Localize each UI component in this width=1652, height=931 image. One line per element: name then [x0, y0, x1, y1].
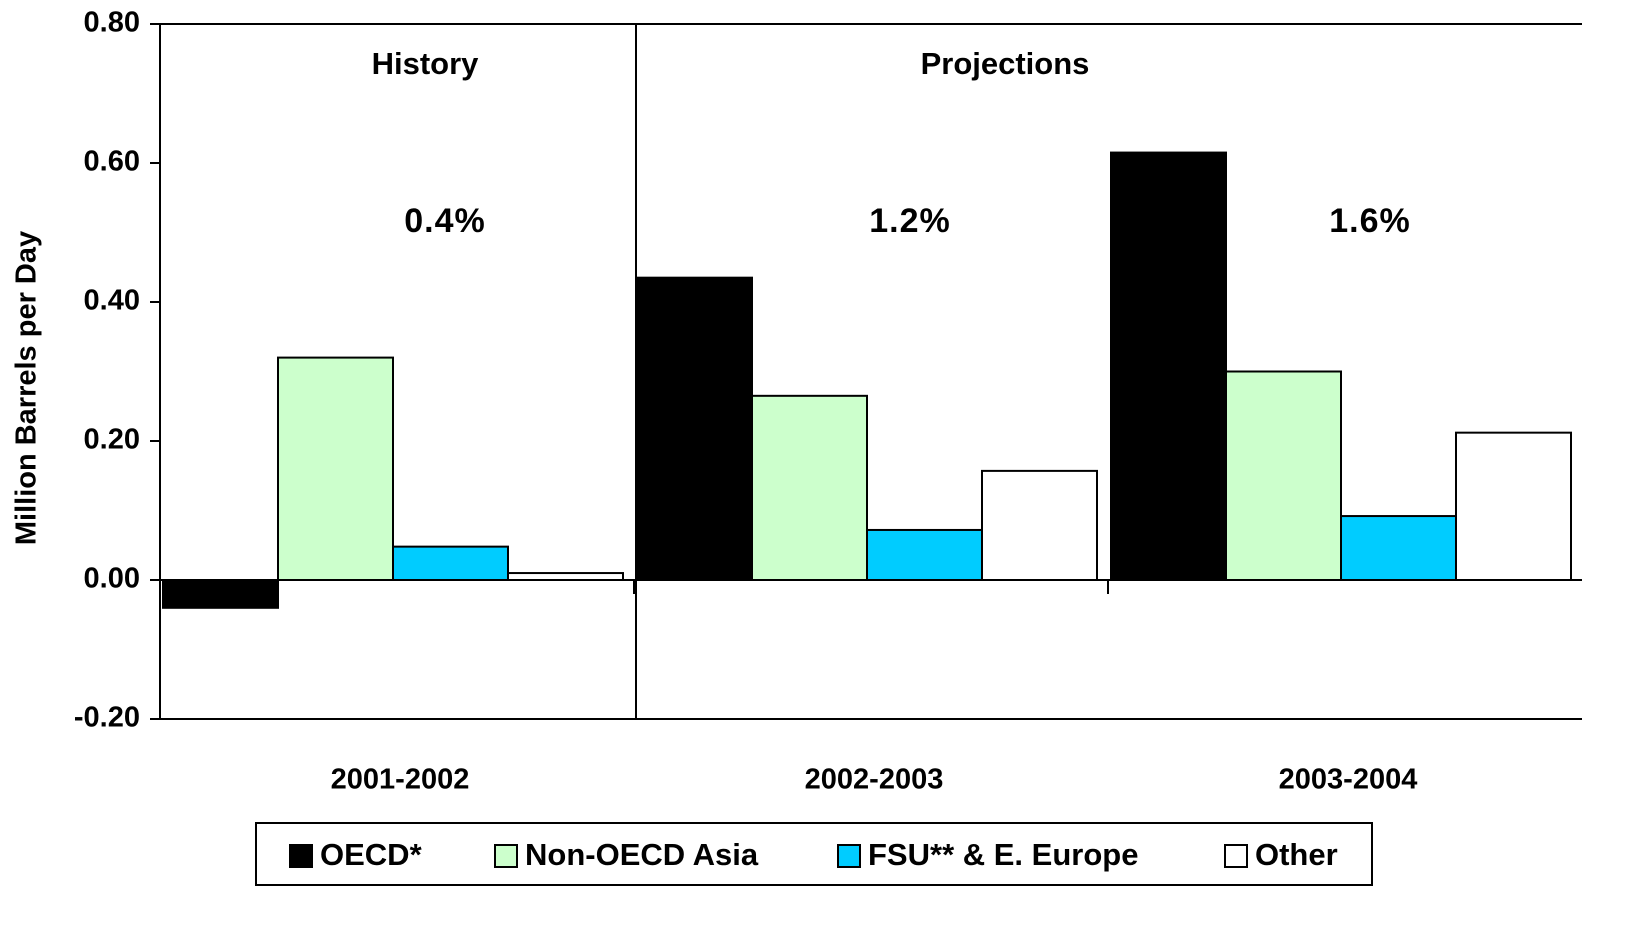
y-tick-label: 0.80: [84, 7, 140, 39]
x-tick-label: 2003-2004: [1279, 764, 1418, 796]
legend-label: OECD*: [320, 837, 423, 872]
bar: [866, 528, 983, 582]
legend-swatch: [289, 844, 313, 868]
group-annotation: 0.4%: [404, 202, 486, 240]
bar: [1340, 515, 1457, 581]
bar: [1455, 431, 1572, 581]
y-tick-label: 0.20: [84, 424, 140, 456]
section-label: Projections: [921, 46, 1090, 81]
bar: [1110, 151, 1227, 581]
y-tick-label: 0.40: [84, 285, 140, 317]
legend-swatch: [1224, 844, 1248, 868]
legend-label: Non-OECD Asia: [525, 837, 759, 872]
group-annotation: 1.2%: [869, 202, 951, 240]
legend-label: FSU** & E. Europe: [868, 837, 1138, 872]
bar: [751, 394, 868, 582]
legend-box: [255, 822, 1373, 886]
legend-label: Other: [1255, 837, 1338, 872]
bar: [162, 579, 279, 609]
y-axis-label: Million Barrels per Day: [11, 231, 43, 545]
bar: [981, 469, 1098, 582]
section-label: History: [372, 46, 480, 81]
legend-swatch: [837, 844, 861, 868]
bar: [636, 276, 753, 581]
y-tick-label: 0.60: [84, 146, 140, 178]
legend-swatch: [494, 844, 518, 868]
bar: [507, 572, 624, 581]
group-annotation: 1.6%: [1329, 202, 1411, 240]
x-tick-label: 2001-2002: [331, 764, 470, 796]
y-tick-label: 0.00: [84, 563, 140, 595]
bar: [1225, 370, 1342, 581]
bar: [392, 545, 509, 582]
y-tick-label: -0.20: [74, 702, 140, 734]
x-tick-label: 2002-2003: [805, 764, 944, 796]
bar: [277, 356, 394, 581]
